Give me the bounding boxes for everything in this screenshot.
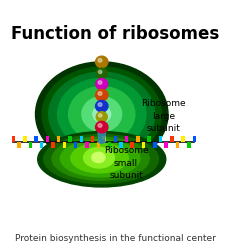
Bar — [57, 136, 60, 142]
Text: Ribosome
small
subunit: Ribosome small subunit — [103, 146, 148, 180]
Bar — [45, 136, 49, 142]
Circle shape — [96, 68, 107, 78]
Circle shape — [95, 100, 107, 112]
Polygon shape — [97, 127, 106, 142]
Ellipse shape — [91, 152, 105, 162]
Bar — [62, 142, 66, 148]
Ellipse shape — [57, 78, 145, 150]
Bar — [34, 136, 38, 142]
Bar — [175, 142, 178, 148]
Circle shape — [98, 92, 101, 95]
Circle shape — [96, 112, 107, 122]
Ellipse shape — [38, 132, 165, 187]
Circle shape — [95, 56, 107, 68]
Circle shape — [98, 124, 101, 127]
Text: Ribosome
large
subunit: Ribosome large subunit — [141, 99, 185, 133]
Ellipse shape — [82, 97, 121, 132]
Bar — [158, 136, 162, 142]
Bar — [186, 142, 190, 148]
Circle shape — [95, 78, 107, 90]
Bar — [113, 136, 117, 142]
Bar — [153, 142, 156, 148]
Text: Protein biosynthesis in the functional center: Protein biosynthesis in the functional c… — [14, 234, 215, 243]
Bar — [119, 142, 122, 148]
Bar — [124, 136, 128, 142]
Bar — [102, 136, 105, 142]
Bar — [74, 142, 77, 148]
Bar — [147, 136, 150, 142]
Circle shape — [95, 121, 107, 133]
Bar — [164, 142, 167, 148]
Bar — [130, 142, 134, 148]
Circle shape — [95, 89, 107, 101]
Ellipse shape — [71, 143, 128, 173]
Bar — [68, 136, 71, 142]
Bar — [192, 136, 195, 142]
Bar — [51, 142, 55, 148]
Bar — [12, 136, 15, 142]
Circle shape — [98, 114, 101, 117]
Bar — [79, 136, 83, 142]
Circle shape — [98, 81, 101, 84]
Bar — [85, 142, 88, 148]
Bar — [40, 142, 43, 148]
Ellipse shape — [44, 134, 158, 184]
Bar — [29, 142, 32, 148]
Ellipse shape — [42, 67, 161, 161]
Bar — [17, 142, 21, 148]
Circle shape — [98, 58, 101, 62]
Ellipse shape — [49, 72, 154, 156]
Bar — [107, 142, 111, 148]
Ellipse shape — [52, 137, 149, 180]
Text: Function of ribosomes: Function of ribosomes — [11, 25, 218, 43]
Circle shape — [98, 70, 101, 73]
Bar — [169, 136, 173, 142]
Bar — [181, 136, 184, 142]
Bar — [96, 142, 100, 148]
Bar — [90, 136, 94, 142]
Ellipse shape — [68, 86, 134, 142]
Circle shape — [98, 103, 101, 106]
Ellipse shape — [60, 140, 139, 177]
Ellipse shape — [93, 106, 110, 122]
Bar — [141, 142, 145, 148]
Ellipse shape — [35, 62, 167, 166]
Bar — [136, 136, 139, 142]
Ellipse shape — [83, 148, 114, 168]
Bar — [23, 136, 26, 142]
Ellipse shape — [98, 140, 105, 143]
